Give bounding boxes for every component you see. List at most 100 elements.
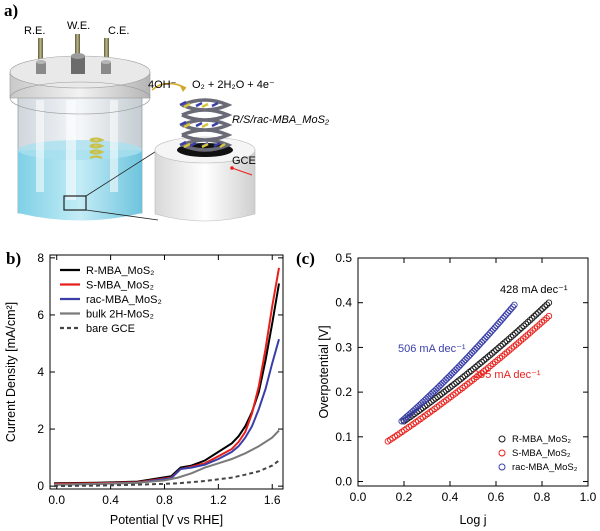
panel-b-legend-label: bulk 2H-MoS₂ <box>86 309 154 321</box>
panel-c-point-2 <box>442 376 450 384</box>
panel-c-point-2 <box>502 311 510 318</box>
panel-c-point-2 <box>460 358 468 365</box>
panel-c-point-2 <box>480 337 487 344</box>
panel-c-point-2 <box>475 342 482 350</box>
panel-c-point-0 <box>533 311 540 318</box>
panel-c-point-0 <box>484 353 492 361</box>
panel-c-annotations: 428 mA dec⁻¹ 506 mA dec⁻¹ 395 mA dec⁻¹ <box>398 284 568 381</box>
gce-label: GCE <box>232 155 256 167</box>
electrochemical-cell <box>9 53 159 221</box>
panel-c-point-0 <box>522 320 530 328</box>
panel-c-y-tick-label: 0.0 <box>335 475 352 489</box>
panel-c-point-0 <box>428 398 435 405</box>
panel-c-x-tick-label: 0.8 <box>534 490 551 504</box>
panel-b-y-tick-label: 6 <box>37 308 44 322</box>
panel-c-legend-marker <box>498 435 506 443</box>
panel-c-point-2 <box>476 340 484 348</box>
panel-c-point-2 <box>431 387 438 395</box>
panel-c-legend-label: S-MBA_MoS₂ <box>512 448 571 459</box>
panel-c-y-tick-label: 0.5 <box>335 251 352 265</box>
panel-c-point-2 <box>473 344 481 351</box>
panel-c-label: (c) <box>296 249 315 268</box>
panel-c-point-2 <box>478 338 485 346</box>
panel-c-point-0 <box>442 387 450 394</box>
panel-b: b) 0.0 0.4 0.8 1.2 1.6 0 2 4 6 8 R-MBA_MoS₂ S-MBA_… <box>4 249 284 527</box>
panel-c-point-0 <box>543 301 551 308</box>
panel-c-point-0 <box>480 357 488 364</box>
panel-c-point-0 <box>455 377 462 384</box>
panel-c-plot-frame <box>357 257 589 487</box>
panel-c-point-2 <box>483 333 490 341</box>
panel-c-point-0 <box>453 379 460 386</box>
panel-c-point-0 <box>488 350 496 357</box>
reaction-products: O₂ + 2H₂O + 4e⁻ <box>192 79 275 91</box>
panel-c-point-0 <box>463 370 471 378</box>
panel-c-legend-marker <box>498 463 506 471</box>
panel-c-slope-annotation: 395 mA dec⁻¹ <box>473 369 541 381</box>
panel-c-point-0 <box>446 384 454 391</box>
panel-c-point-2 <box>449 370 456 377</box>
panel-b-legend-label: bare GCE <box>86 323 135 335</box>
reaction-reactant: 4OH⁻ <box>148 79 177 91</box>
panel-c-point-0 <box>470 365 477 373</box>
panel-c-point-2 <box>486 329 494 337</box>
panel-c-point-0 <box>501 339 509 346</box>
panel-c-point-2 <box>498 316 505 324</box>
panel-c-x-axis-title: Log j <box>459 513 486 527</box>
panel-c-point-0 <box>539 305 546 312</box>
panel-c-point-2 <box>424 394 432 401</box>
panel-c-point-2 <box>501 313 508 320</box>
panel-c-x-tick-label: 1.0 <box>580 490 597 504</box>
panel-c-point-0 <box>530 313 538 320</box>
panel-c-point-0 <box>465 369 473 376</box>
panel-c-point-2 <box>455 363 463 370</box>
panel-c-point-2 <box>465 353 472 360</box>
panel-c-point-2 <box>509 303 517 311</box>
electrode-rods <box>38 34 109 74</box>
panel-c-point-0 <box>461 372 469 379</box>
gce-electrode-zoom <box>151 82 256 222</box>
panel-c-point-0 <box>491 348 498 355</box>
panel-c-point-0 <box>499 341 506 348</box>
panel-b-line-3 <box>53 429 280 486</box>
panel-c-point-2 <box>511 301 518 309</box>
panel-b-x-tick-label: 1.2 <box>210 493 227 507</box>
panel-c-x-tick-label: 0.4 <box>442 490 459 504</box>
panel-c-legend-marker <box>498 449 506 457</box>
panel-c-point-2 <box>457 361 464 369</box>
panel-c-point-2 <box>440 378 448 385</box>
panel-b-line-4 <box>53 459 280 488</box>
electrode-label-we: W.E. <box>67 20 90 32</box>
panel-c-x-tick-label: 0.6 <box>488 490 505 504</box>
panel-c-point-0 <box>440 388 448 396</box>
panel-c-point-2 <box>436 383 443 390</box>
panel-b-y-tick-label: 8 <box>37 251 44 265</box>
panel-c-point-2 <box>421 397 428 404</box>
panel-c-axes: 0.0 0.2 0.4 0.6 0.8 1.0 0.0 0.1 0.2 0.3 0.4 0.5 <box>335 251 596 504</box>
panel-c-point-2 <box>453 365 461 372</box>
panel-c-point-0 <box>516 326 523 333</box>
panel-c-point-0 <box>493 346 500 353</box>
panel-c-point-1 <box>545 312 553 320</box>
panel-c-legend-label: R-MBA_MoS₂ <box>512 434 571 445</box>
panel-c-point-0 <box>472 363 479 371</box>
panel-c-point-2 <box>427 390 435 398</box>
panel-c-point-0 <box>438 390 446 397</box>
panel-c-point-0 <box>467 367 475 374</box>
panel-c-point-0 <box>430 396 437 404</box>
panel-c: (c) 0.0 0.2 0.4 0.6 0.8 1.0 0.0 0.1 0.2 0.3 0.4 0.5… <box>296 249 597 527</box>
panel-c-point-2 <box>444 374 451 382</box>
panel-c-point-2 <box>507 305 515 313</box>
electrode-label-re: R.E. <box>24 25 45 37</box>
panel-b-series <box>53 267 280 488</box>
panel-b-x-axis-title: Potential [V vs RHE] <box>110 513 223 527</box>
panel-c-y-tick-label: 0.2 <box>335 385 352 399</box>
panel-c-y-tick-label: 0.3 <box>335 340 352 354</box>
panel-c-point-0 <box>512 330 519 337</box>
panel-c-point-0 <box>518 324 525 331</box>
panel-c-point-2 <box>468 349 476 357</box>
panel-c-point-2 <box>485 331 492 339</box>
panel-b-x-tick-label: 0.8 <box>156 493 173 507</box>
panel-c-point-0 <box>545 299 553 306</box>
